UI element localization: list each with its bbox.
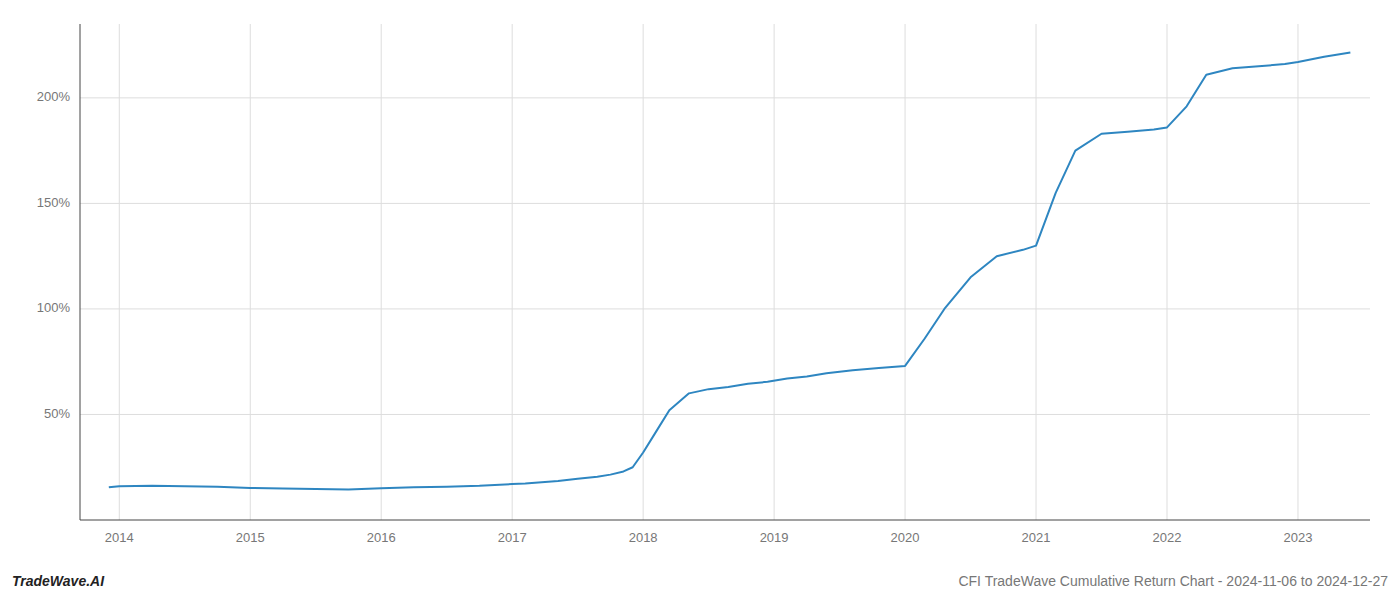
grid — [80, 24, 1370, 520]
x-grid-line — [512, 24, 513, 520]
series — [109, 52, 1351, 489]
y-tick-label: 150% — [37, 195, 71, 210]
x-tick-label: 2018 — [629, 530, 658, 545]
background — [0, 0, 1400, 600]
line — [109, 52, 1351, 489]
y-tick-label: 200% — [37, 89, 71, 104]
x-grid-line — [905, 24, 906, 520]
x-grid-line — [1036, 24, 1037, 520]
x-grid-line — [250, 24, 251, 520]
x-tick-label: 2021 — [1022, 530, 1051, 545]
x-axis-line — [80, 520, 1370, 521]
title: CFI TradeWave Cumulative Return Chart - … — [958, 573, 1388, 589]
y-grid-line — [80, 203, 1370, 204]
x-tick-label: 2019 — [760, 530, 789, 545]
x-tick-label: 2020 — [891, 530, 920, 545]
texts: TradeWave.AI CFI TradeWave Cumulative Ret… — [12, 573, 1388, 589]
x-grid-line — [1167, 24, 1168, 520]
x-grid-line — [1297, 24, 1298, 520]
chart: 50% 100% 150% 200% 2014 2015 2016 2017 2018 2019 2… — [0, 0, 1400, 600]
x-tick-label: 2014 — [105, 530, 134, 545]
y-axis-line — [80, 24, 81, 520]
x-grid-line — [774, 24, 775, 520]
x-tick-label: 2016 — [367, 530, 396, 545]
y-tick-label: 100% — [37, 300, 71, 315]
footer-brand: TradeWave.AI — [12, 573, 105, 589]
x-tick-label: 2023 — [1284, 530, 1313, 545]
x-grid-line — [381, 24, 382, 520]
x-tick-label: 2017 — [498, 530, 527, 545]
tick-labels: 50% 100% 150% 200% 2014 2015 2016 2017 2018 2019 2… — [37, 89, 1313, 545]
y-grid-line — [80, 414, 1370, 415]
y-grid-line — [80, 308, 1370, 309]
x-tick-label: 2022 — [1153, 530, 1182, 545]
y-grid-line — [80, 97, 1370, 98]
x-grid-line — [643, 24, 644, 520]
x-tick-label: 2015 — [236, 530, 265, 545]
y-tick-label: 50% — [44, 406, 70, 421]
axes — [80, 24, 1370, 520]
x-grid-line — [119, 24, 120, 520]
